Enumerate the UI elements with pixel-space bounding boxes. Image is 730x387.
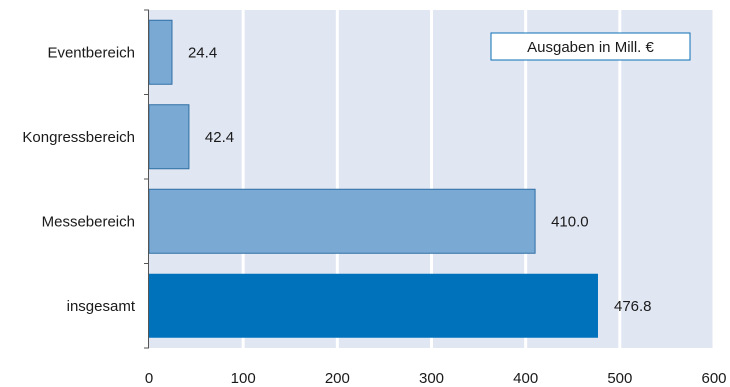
- value-label: 42.4: [205, 129, 234, 146]
- x-tick-label: 300: [419, 370, 444, 387]
- category-label: insgesamt: [67, 298, 136, 315]
- legend-box: Ausgaben in Mill. €: [490, 32, 691, 61]
- gridlines: [241, 10, 716, 348]
- labels: 0 100 200 300 400 500 600 Eventbereich 24.4 Kongr…: [22, 44, 726, 387]
- bar-insgesamt: [149, 273, 598, 338]
- legend-label: Ausgaben in Mill. €: [527, 39, 654, 56]
- x-tick-label: 200: [325, 370, 350, 387]
- category-label: Eventbereich: [47, 44, 135, 61]
- x-tick-label: 600: [701, 370, 726, 387]
- legend-frame: [490, 32, 691, 61]
- value-label: 24.4: [188, 44, 217, 61]
- y-axis: [144, 9, 149, 349]
- category-label: Messebereich: [42, 213, 135, 230]
- bar-messebereich: [148, 188, 536, 254]
- x-tick-label: 400: [513, 370, 538, 387]
- category-label: Kongressbereich: [22, 129, 135, 146]
- value-label: 476.8: [614, 298, 652, 315]
- value-label: 410.0: [551, 213, 589, 230]
- bar-eventbereich: [148, 19, 173, 85]
- x-tick-label: 100: [231, 370, 256, 387]
- bar-kongressbereich: [148, 104, 190, 170]
- bars: [148, 19, 598, 338]
- x-tick-label: 0: [145, 370, 153, 387]
- x-tick-label: 500: [607, 370, 632, 387]
